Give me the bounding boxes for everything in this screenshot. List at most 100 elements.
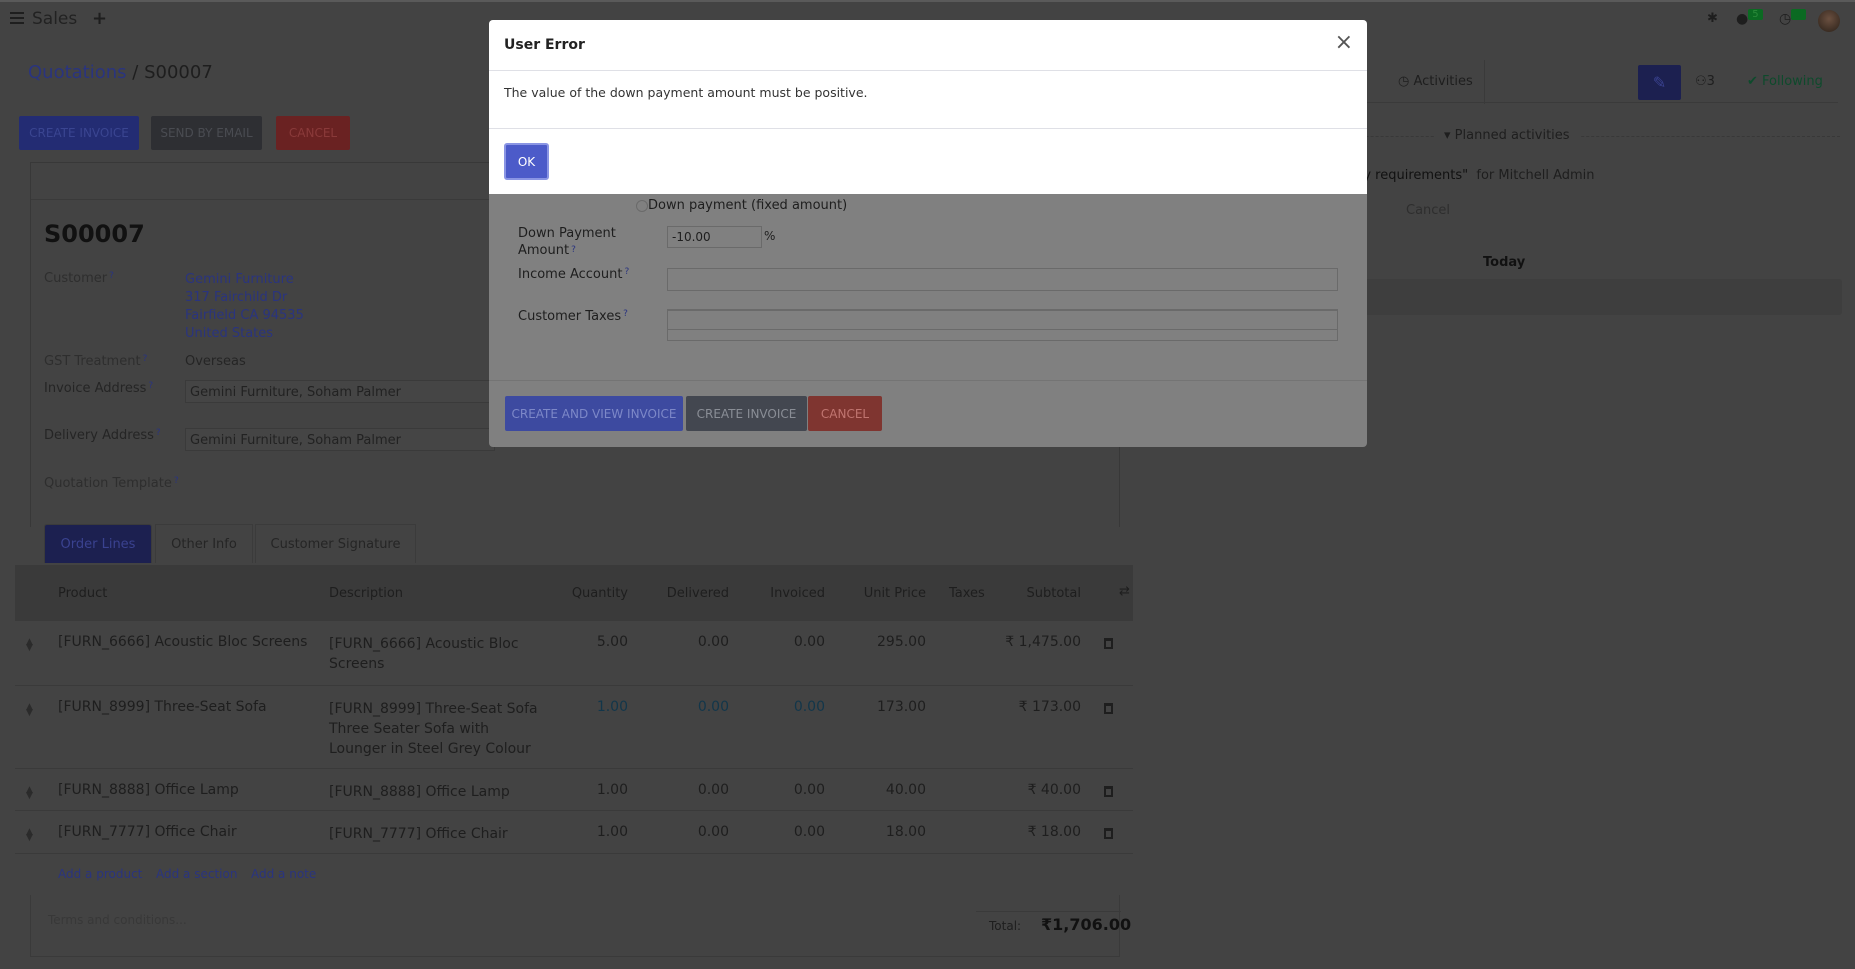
- col-product[interactable]: Product: [58, 586, 108, 601]
- activity-assignee: for Mitchell Admin: [1476, 168, 1595, 183]
- activity-cancel-link[interactable]: Cancel: [1406, 203, 1451, 218]
- activities-button[interactable]: ◷ Activities: [1398, 74, 1473, 89]
- bug-icon[interactable]: ✱: [1707, 11, 1718, 26]
- cell-product[interactable]: [FURN_7777] Office Chair: [58, 824, 237, 840]
- cell-invoiced[interactable]: 0.00: [793, 782, 825, 798]
- table-row[interactable]: [15, 621, 1133, 686]
- table-row[interactable]: [15, 686, 1133, 769]
- activity-item: ery requirements" for Mitchell Admin: [1350, 168, 1595, 183]
- col-unit-price[interactable]: Unit Price: [863, 586, 926, 601]
- cell-product[interactable]: [FURN_6666] Acoustic Bloc Screens: [58, 634, 308, 650]
- cell-delivered[interactable]: 0.00: [697, 782, 729, 798]
- ok-button[interactable]: OK: [504, 143, 549, 180]
- invoice-address-field[interactable]: Gemini Furniture, Soham Palmer: [185, 380, 495, 403]
- cell-unit-price[interactable]: 18.00: [885, 824, 926, 840]
- add-section-link[interactable]: Add a section: [156, 867, 238, 881]
- cell-invoiced[interactable]: 0.00: [793, 634, 825, 650]
- planned-activities-toggle[interactable]: ▾ Planned activities: [1434, 128, 1580, 143]
- today-separator: Today: [1483, 255, 1526, 270]
- gst-label: GST Treatment?: [44, 354, 148, 369]
- col-quantity[interactable]: Quantity: [571, 586, 628, 601]
- add-line-row: Add a product Add a section Add a note: [15, 854, 1133, 895]
- cell-quantity[interactable]: 1.00: [596, 782, 628, 798]
- cell-delivered[interactable]: 0.00: [697, 634, 729, 650]
- cell-description[interactable]: [FURN_6666] Acoustic Bloc Screens: [329, 636, 519, 672]
- drag-handle-icon[interactable]: ▲ ▼: [26, 702, 33, 718]
- avatar[interactable]: [1818, 10, 1840, 32]
- drag-handle-icon[interactable]: ▲ ▼: [26, 827, 33, 843]
- delivery-address-label: Delivery Address?: [44, 428, 161, 443]
- wizard-cancel-button[interactable]: Cancel: [808, 396, 882, 431]
- cancel-order-button[interactable]: Cancel: [276, 116, 350, 150]
- radio-fixed-amount[interactable]: [636, 200, 648, 212]
- chat-icon[interactable]: ● 5: [1736, 9, 1763, 27]
- breadcrumb-separator: /: [132, 62, 139, 83]
- send-by-email-button[interactable]: Send by Email: [151, 116, 262, 150]
- table-row[interactable]: [15, 769, 1133, 811]
- trash-icon[interactable]: [1104, 828, 1113, 839]
- add-note-link[interactable]: Add a note: [251, 867, 317, 881]
- wizard-create-invoice-button[interactable]: Create Invoice: [686, 396, 807, 431]
- customer-taxes-input[interactable]: [667, 309, 1338, 341]
- trash-icon[interactable]: [1104, 786, 1113, 797]
- tab-other-info[interactable]: Other Info: [155, 524, 253, 563]
- cell-subtotal: ₹ 173.00: [1018, 699, 1081, 715]
- drag-handle-icon[interactable]: ▲ ▼: [26, 785, 33, 801]
- cell-description[interactable]: [FURN_8888] Office Lamp: [329, 784, 510, 800]
- order-footer: Terms and conditions... Total: ₹1,706.00: [30, 895, 1131, 957]
- create-and-view-invoice-button[interactable]: Create and View Invoice: [505, 396, 683, 431]
- cell-description[interactable]: [FURN_7777] Office Chair: [329, 826, 508, 842]
- col-subtotal[interactable]: Subtotal: [1026, 586, 1081, 601]
- cell-unit-price[interactable]: 173.00: [877, 699, 926, 715]
- close-icon[interactable]: ×: [1334, 30, 1353, 55]
- customer-street: 317 Fairchild Dr: [185, 290, 288, 305]
- col-description[interactable]: Description: [329, 586, 404, 601]
- trash-icon[interactable]: [1104, 638, 1113, 649]
- breadcrumb-quotations[interactable]: Quotations: [28, 62, 127, 83]
- cell-quantity[interactable]: 5.00: [596, 634, 628, 650]
- cell-product[interactable]: [FURN_8999] Three-Seat Sofa: [58, 699, 267, 715]
- table-row[interactable]: [15, 811, 1133, 854]
- paperclip-icon[interactable]: ✎: [1638, 65, 1681, 100]
- cell-unit-price[interactable]: 295.00: [877, 634, 926, 650]
- col-delivered[interactable]: Delivered: [666, 586, 729, 601]
- radio-fixed-amount-label[interactable]: Down payment (fixed amount): [648, 198, 848, 213]
- cell-unit-price[interactable]: 40.00: [885, 782, 926, 798]
- add-product-link[interactable]: Add a product: [58, 867, 143, 881]
- terms-input[interactable]: Terms and conditions...: [48, 913, 187, 927]
- customer-city: Fairfield CA 94535: [185, 308, 304, 323]
- clock-icon[interactable]: ◷ 5: [1779, 9, 1806, 27]
- col-taxes[interactable]: Taxes: [949, 586, 985, 601]
- cell-invoiced[interactable]: 0.00: [793, 699, 825, 715]
- new-icon[interactable]: +: [92, 8, 108, 29]
- down-payment-amount-input[interactable]: -10.00: [667, 226, 762, 248]
- chat-badge: 5: [1748, 9, 1763, 20]
- col-invoiced[interactable]: Invoiced: [770, 586, 825, 601]
- order-title: S00007: [44, 220, 145, 248]
- cell-quantity[interactable]: 1.00: [596, 824, 628, 840]
- column-toggle-icon[interactable]: ⇄: [1119, 584, 1130, 599]
- trash-icon[interactable]: [1104, 703, 1113, 714]
- customer-address[interactable]: Gemini Furniture 317 Fairchild Dr Fairfi…: [185, 271, 304, 343]
- cell-product[interactable]: [FURN_8888] Office Lamp: [58, 782, 239, 798]
- followers-button[interactable]: ⚇3: [1695, 74, 1715, 89]
- following-button[interactable]: ✔ Following: [1747, 74, 1823, 89]
- error-message: The value of the down payment amount mus…: [504, 85, 868, 100]
- customer-country: United States: [185, 326, 274, 341]
- income-account-input[interactable]: [667, 268, 1338, 291]
- cell-quantity[interactable]: 1.00: [596, 699, 628, 715]
- tab-order-lines[interactable]: Order Lines: [44, 524, 152, 563]
- cell-delivered[interactable]: 0.00: [697, 699, 729, 715]
- tab-customer-signature[interactable]: Customer Signature: [255, 524, 416, 563]
- cell-description[interactable]: [FURN_8999] Three-Seat Sofa Three Seater…: [329, 701, 538, 757]
- drag-handle-icon[interactable]: ▲ ▼: [26, 637, 33, 653]
- menu-icon[interactable]: [10, 12, 24, 24]
- app-name[interactable]: Sales: [32, 9, 78, 29]
- cell-invoiced[interactable]: 0.00: [793, 824, 825, 840]
- user-error-dialog: User Error × The value of the down payme…: [489, 20, 1367, 194]
- delivery-address-field[interactable]: Gemini Furniture, Soham Palmer: [185, 428, 495, 451]
- income-account-label: Income Account?: [518, 267, 630, 282]
- cell-subtotal: ₹ 40.00: [1027, 782, 1081, 798]
- cell-delivered[interactable]: 0.00: [697, 824, 729, 840]
- create-invoice-button[interactable]: Create Invoice: [19, 116, 139, 150]
